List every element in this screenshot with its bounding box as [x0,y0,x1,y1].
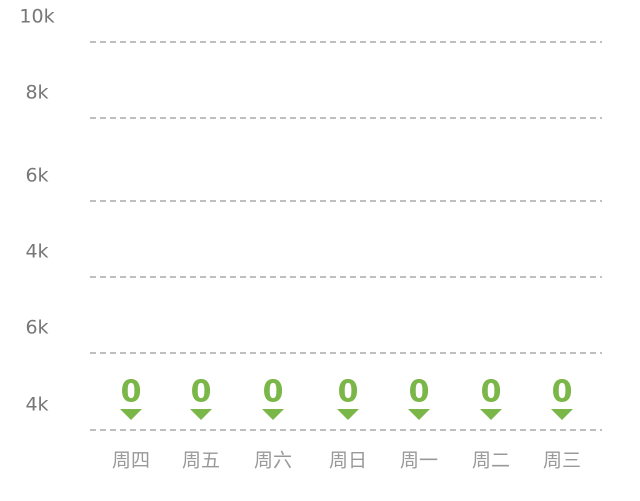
value-marker [480,409,502,420]
value-label: 0 [338,375,359,410]
y-axis-label: 6k [25,165,48,187]
x-tick-label: 周五 [182,450,220,472]
y-axis-label: 4k [25,241,48,263]
x-tick-label: 周一 [400,450,438,472]
x-tick-label: 周六 [254,450,292,472]
value-label: 0 [481,375,502,410]
y-axis-label: 6k [25,317,48,339]
value-marker [262,409,284,420]
value-label: 0 [409,375,430,410]
value-marker [120,409,142,420]
value-label: 0 [191,375,212,410]
value-marker [408,409,430,420]
y-axis-label: 4k [25,394,48,416]
y-axis-label: 10k [19,6,54,28]
value-marker [551,409,573,420]
value-marker [190,409,212,420]
value-label: 0 [263,375,284,410]
x-tick-label: 周三 [543,450,581,472]
value-label: 0 [121,375,142,410]
y-axis-label: 8k [25,82,48,104]
x-tick-label: 周四 [112,450,150,472]
x-tick-label: 周二 [472,450,510,472]
x-tick-label: 周日 [329,450,367,472]
value-marker [337,409,359,420]
value-label: 0 [552,375,573,410]
